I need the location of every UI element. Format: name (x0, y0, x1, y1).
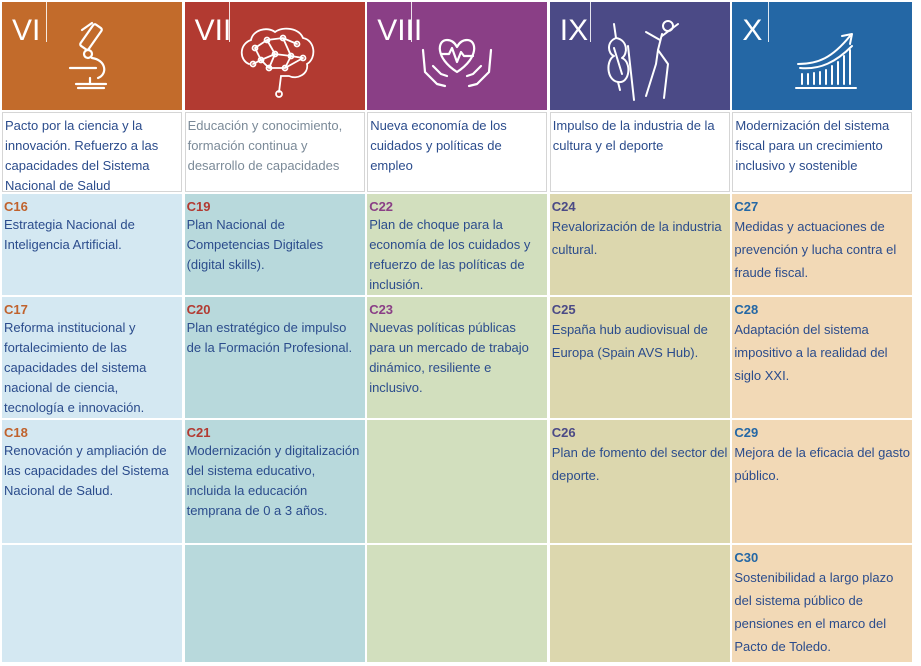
component-title: Estrategia Nacional de Inteligencia Arti… (4, 217, 135, 252)
component-cell-c27: C27 Medidas y actuaciones de prevención … (732, 194, 913, 295)
empty-cell (549, 545, 730, 662)
component-cell-c23: C23 Nuevas políticas públicas para un me… (367, 297, 548, 418)
component-cell-c19: C19 Plan Nacional de Competencias Digita… (184, 194, 365, 295)
component-code: C30 (734, 550, 759, 565)
description-text: Nueva economía de los cuidados y polític… (370, 118, 507, 173)
component-code: C26 (551, 425, 576, 440)
component-cell-c17: C17 Reforma institucional y fortalecimie… (2, 297, 182, 418)
description-text: Modernización del sistema fiscal para un… (735, 118, 890, 173)
component-cell-c26: C26 Plan de fomento del sector del depor… (549, 420, 730, 543)
component-code: C28 (734, 302, 759, 317)
component-code: C16 (4, 199, 28, 214)
component-title: Reforma institucional y fortalecimiento … (4, 320, 147, 415)
component-cell-c20: C20 Plan estratégico de impulso de la Fo… (184, 297, 365, 418)
component-title: Sostenibilidad a largo plazo del sistema… (734, 570, 894, 654)
roman-numeral: IX (559, 14, 589, 47)
component-title: España hub audiovisual de Europa (Spain … (551, 322, 708, 360)
column-description-vii: Educación y conocimiento, formación cont… (184, 112, 365, 192)
component-code: C29 (734, 425, 759, 440)
component-cell-c22: C22 Plan de choque para la economía de l… (367, 194, 548, 295)
header-vii: VII (184, 2, 365, 110)
component-title: Plan Nacional de Competencias Digitales … (186, 217, 324, 272)
component-code: C27 (734, 199, 759, 214)
empty-cell (184, 545, 365, 662)
empty-cell (2, 545, 182, 662)
component-cell-c29: C29 Mejora de la eficacia del gasto públ… (732, 420, 913, 543)
component-title: Plan de choque para la economía de los c… (369, 217, 531, 292)
component-code: C22 (369, 199, 394, 214)
roman-numeral: VII (194, 14, 232, 47)
component-cell-c25: C25 España hub audiovisual de Europa (Sp… (549, 297, 730, 418)
roman-numeral: VIII (377, 14, 423, 47)
component-title: Plan de fomento del sector del deporte. (551, 445, 728, 483)
column-description-viii: Nueva economía de los cuidados y polític… (367, 112, 548, 192)
component-cell-c16: C16 Estrategia Nacional de Inteligencia … (2, 194, 182, 295)
component-code: C17 (4, 302, 28, 317)
component-cell-c28: C28 Adaptación del sistema impositivo a … (732, 297, 913, 418)
component-code: C24 (551, 199, 576, 214)
component-code: C19 (186, 199, 211, 214)
component-cell-c18: C18 Renovación y ampliación de las capac… (2, 420, 182, 543)
component-title: Adaptación del sistema impositivo a la r… (734, 322, 888, 383)
component-title: Mejora de la eficacia del gasto público. (734, 445, 910, 483)
column-description-x: Modernización del sistema fiscal para un… (732, 112, 913, 192)
description-text: Impulso de la industria de la cultura y … (552, 118, 715, 153)
component-title: Medidas y actuaciones de prevención y lu… (734, 219, 897, 280)
header-viii: VIII (367, 2, 548, 110)
empty-cell (367, 420, 548, 543)
component-title: Nuevas políticas públicas para un mercad… (369, 320, 529, 395)
description-text: Pacto por la ciencia y la innovación. Re… (5, 118, 159, 193)
description-text: Educación y conocimiento, formación cont… (187, 118, 343, 173)
header-ix: IX (549, 2, 730, 110)
component-code: C20 (186, 302, 211, 317)
component-code: C23 (369, 302, 394, 317)
component-title: Plan estratégico de impulso de la Formac… (186, 320, 353, 355)
empty-cell (367, 545, 548, 662)
component-cell-c24: C24 Revalorización de la industria cultu… (549, 194, 730, 295)
column-description-vi: Pacto por la ciencia y la innovación. Re… (2, 112, 182, 193)
component-code: C21 (186, 425, 211, 440)
component-code: C18 (4, 425, 28, 440)
roman-numeral: X (742, 14, 763, 47)
component-title: Revalorización de la industria cultural. (551, 219, 722, 257)
component-title: Renovación y ampliación de las capacidad… (4, 443, 169, 498)
column-description-ix: Impulso de la industria de la cultura y … (549, 112, 730, 192)
component-cell-c30: C30 Sostenibilidad a largo plazo del sis… (732, 545, 913, 662)
roman-numeral: VI (12, 14, 41, 47)
component-cell-c21: C21 Modernización y digitalización del s… (184, 420, 365, 543)
header-vi: VI (2, 2, 182, 110)
component-code: C25 (551, 302, 576, 317)
header-x: X (732, 2, 913, 110)
component-title: Modernización y digitalización del siste… (186, 443, 360, 518)
